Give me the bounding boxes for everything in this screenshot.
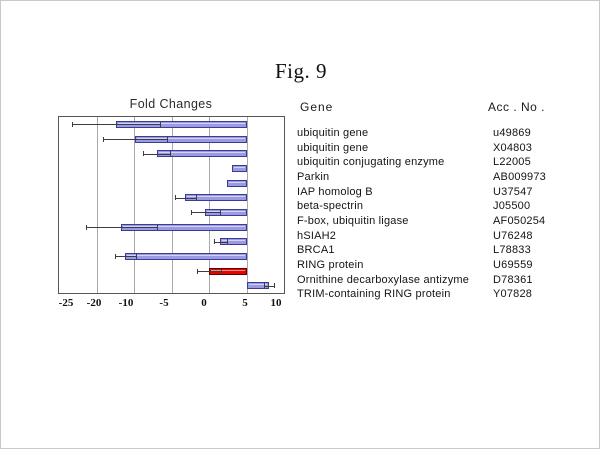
- error-bar-cap: [221, 268, 222, 274]
- error-bar-cap: [143, 151, 144, 157]
- accession-number: U76248: [493, 229, 533, 242]
- bar-chart-plot-area: [58, 116, 285, 294]
- error-bar-cap: [274, 283, 276, 289]
- accession-number: Y07828: [493, 288, 533, 301]
- bar: [227, 179, 247, 187]
- gene-name: IAP homolog B: [297, 185, 373, 198]
- accession-number: L22005: [493, 156, 531, 169]
- error-bar-cap: [227, 239, 228, 245]
- accession-number: AF050254: [493, 214, 546, 227]
- bar-highlight-edge: [187, 196, 245, 198]
- error-bar-cap: [160, 121, 162, 127]
- gene-name: TRIM-containing RING protein: [297, 288, 451, 301]
- gene-name: Parkin: [297, 170, 330, 183]
- error-bar: [213, 241, 227, 243]
- gene-name: F-box, ubiquitin ligase: [297, 214, 409, 227]
- x-tick-label: 5: [242, 297, 248, 309]
- error-bar: [86, 227, 157, 228]
- chart-title: Fold Changes: [129, 97, 213, 111]
- error-bar-cap: [174, 195, 176, 201]
- gridline: [134, 117, 135, 293]
- gene-name: ubiquitin conjugating enzyme: [297, 156, 445, 169]
- gene-name: BRCA1: [297, 244, 335, 257]
- error-bar-cap: [167, 136, 168, 142]
- figure-title: Fig. 9: [274, 59, 327, 83]
- bar-highlight-edge: [211, 269, 245, 271]
- gene-name: RING protein: [297, 258, 364, 271]
- bar-highlight-edge: [136, 137, 245, 139]
- x-tick-label: -5: [159, 297, 169, 309]
- error-bar-cap: [170, 151, 171, 157]
- x-tick-label: -25: [58, 297, 74, 309]
- gene-name: Ornithine decarboxylase antizyme: [297, 273, 470, 286]
- gene-name: beta-spectrin: [297, 200, 364, 213]
- error-bar: [191, 212, 220, 214]
- accession-number: D78361: [493, 273, 533, 286]
- error-bar: [197, 271, 221, 272]
- accession-number: L78833: [493, 244, 531, 257]
- bar-highlight-edge: [123, 225, 245, 227]
- bar-highlight-edge: [118, 122, 245, 124]
- error-bar: [114, 256, 136, 258]
- bar: [125, 252, 247, 260]
- accession-number: U69559: [493, 258, 533, 271]
- bar-highlight-edge: [158, 152, 245, 154]
- gene-name: ubiquitin gene: [297, 141, 369, 154]
- gridline: [209, 117, 210, 293]
- accession-number: u49869: [493, 126, 531, 139]
- error-bar-cap: [263, 283, 265, 289]
- error-bar-cap: [71, 121, 73, 127]
- error-bar-cap: [191, 209, 192, 215]
- error-bar: [71, 124, 161, 126]
- error-bar-cap: [213, 239, 215, 245]
- bar-highlight-edge: [207, 210, 245, 212]
- bar-highlight-edge: [222, 240, 245, 242]
- error-bar: [102, 139, 167, 140]
- error-bar-cap: [86, 224, 87, 230]
- gridline: [246, 117, 248, 293]
- error-bar-cap: [102, 136, 104, 142]
- error-bar-cap: [114, 253, 116, 259]
- accession-number: AB009973: [493, 170, 546, 183]
- error-bar: [143, 153, 170, 155]
- accession-number: J05500: [493, 200, 531, 213]
- error-bar-cap: [195, 195, 197, 201]
- accession-number: U37547: [493, 185, 533, 198]
- error-bar-cap: [135, 253, 137, 259]
- x-tick-label: -20: [86, 297, 102, 309]
- bar-highlight-edge: [233, 166, 245, 168]
- x-tick-label: 0: [201, 297, 207, 309]
- bar-highlight-edge: [127, 254, 245, 256]
- bar: [231, 164, 247, 172]
- bar-highlight-edge: [248, 284, 267, 286]
- error-bar-cap: [156, 224, 158, 230]
- gene-name: hSIAH2: [297, 229, 337, 242]
- accession-column-header: Acc . No .: [488, 100, 546, 114]
- x-tick-label: 10: [270, 297, 282, 309]
- x-tick-label: -10: [118, 297, 134, 309]
- accession-number: X04803: [493, 141, 533, 154]
- gridline: [171, 117, 173, 293]
- error-bar-cap: [197, 268, 198, 274]
- gridline: [96, 117, 98, 293]
- gene-column-header: Gene: [300, 100, 334, 114]
- bar-highlight-edge: [229, 181, 245, 183]
- error-bar: [263, 285, 275, 287]
- gene-name: ubiquitin gene: [297, 126, 369, 139]
- error-bar-cap: [219, 209, 221, 215]
- error-bar: [174, 197, 196, 199]
